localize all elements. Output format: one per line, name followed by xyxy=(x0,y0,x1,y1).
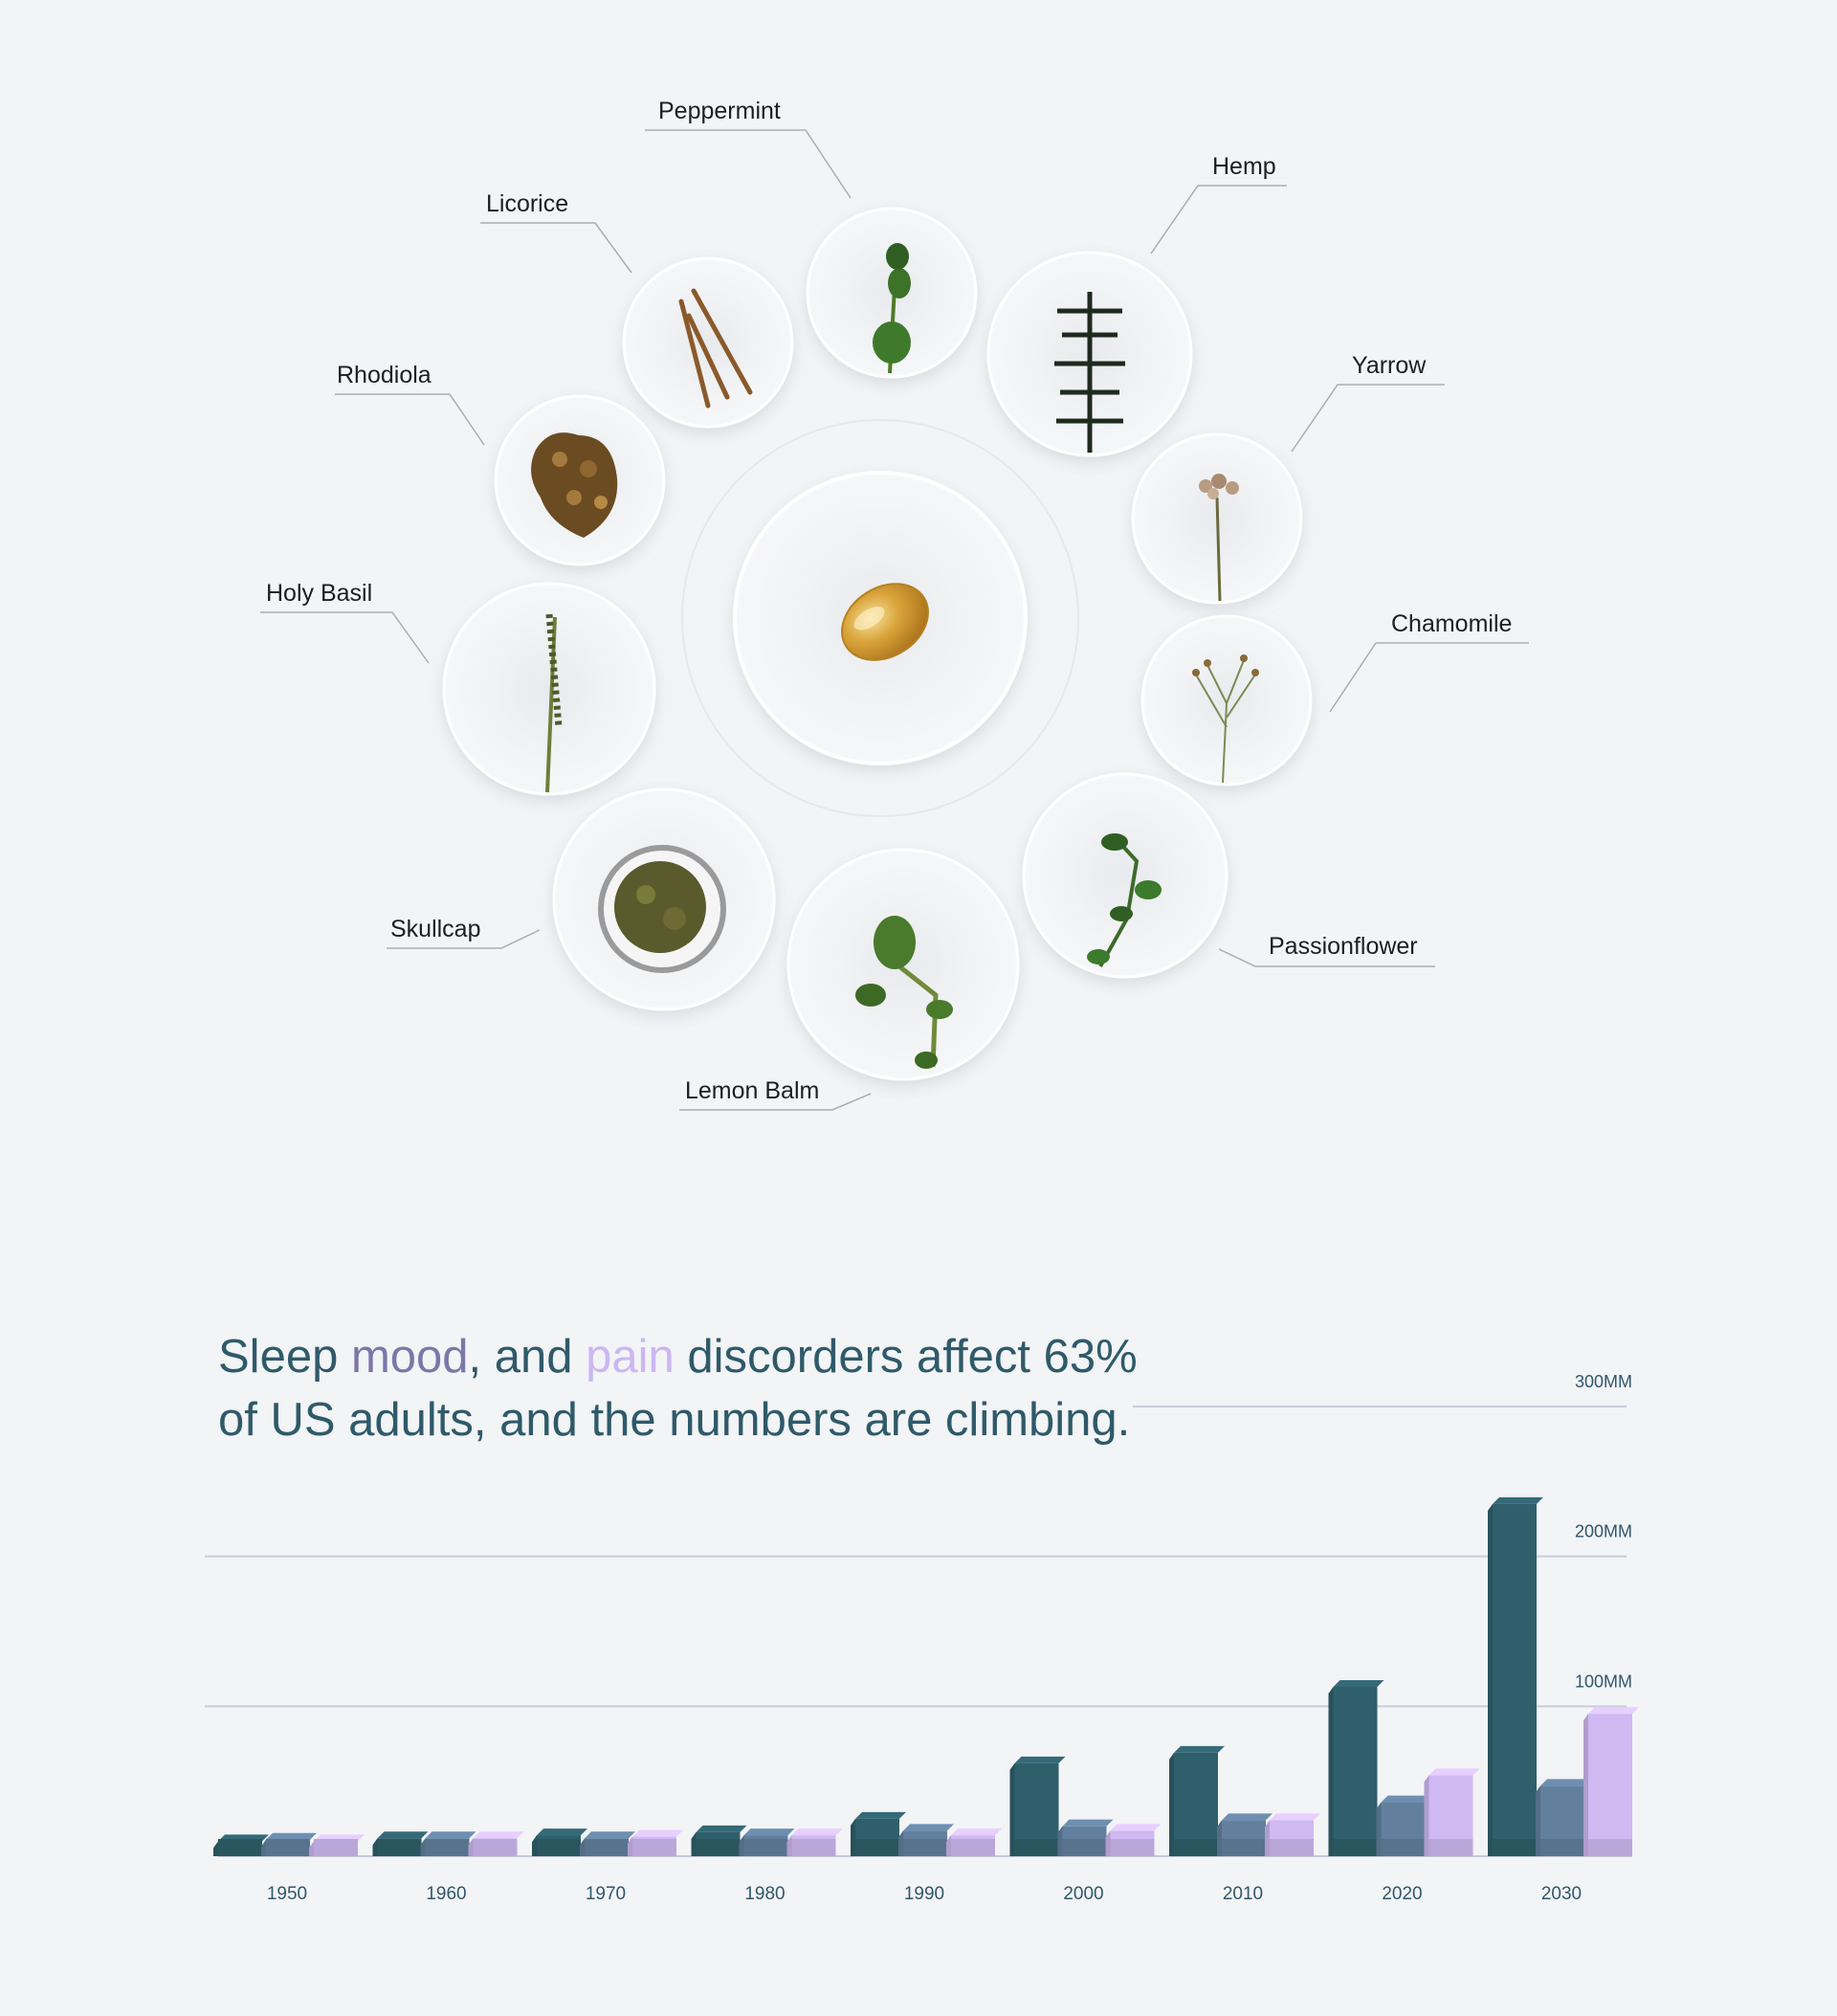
bar-2010-series-1 xyxy=(1169,1745,1225,1856)
herb-skullcap: Skullcap xyxy=(387,787,776,1011)
herb-label-hemp: Hemp xyxy=(1212,153,1276,180)
bar-1950-series-1 xyxy=(213,1834,269,1856)
bar-2000-series-2 xyxy=(1057,1819,1114,1856)
x-tick-label-1970: 1970 xyxy=(586,1884,626,1904)
x-tick-label-1950: 1950 xyxy=(267,1884,307,1904)
x-tick-label-2010: 2010 xyxy=(1223,1884,1263,1904)
center-outer-ring xyxy=(681,419,1079,817)
bar-1980-series-1 xyxy=(691,1825,747,1856)
herb-ring-diagram: Peppermint Hemp Licorice Yar xyxy=(260,98,1529,1111)
licorice-icon xyxy=(678,288,753,409)
softgel-capsule-icon xyxy=(841,583,929,661)
hemp-icon xyxy=(1054,292,1125,453)
herb-label-licorice: Licorice xyxy=(486,190,568,217)
x-tick-label-2030: 2030 xyxy=(1541,1884,1582,1904)
herb-passionflower: Passionflower xyxy=(1022,772,1435,979)
passionflower-icon xyxy=(1087,833,1162,967)
chamomile-icon xyxy=(1192,654,1259,784)
herb-licorice: Licorice xyxy=(480,190,794,429)
gridline-label-300MM: 300MM xyxy=(1575,1372,1632,1391)
x-tick-label-1980: 1980 xyxy=(744,1884,785,1904)
herb-label-rhodiola: Rhodiola xyxy=(337,362,432,388)
bar-1950-series-3 xyxy=(309,1834,365,1856)
bar-1960-series-1 xyxy=(372,1831,429,1856)
holy-basil-icon xyxy=(545,613,563,793)
herb-hemp: Hemp xyxy=(986,153,1287,457)
bar-1960-series-3 xyxy=(468,1831,524,1856)
bar-1980-series-2 xyxy=(739,1828,795,1856)
herb-label-lemon-balm: Lemon Balm xyxy=(685,1077,819,1104)
herb-label-skullcap: Skullcap xyxy=(390,916,481,942)
bar-2030-series-2 xyxy=(1536,1779,1591,1856)
x-tick-label-2020: 2020 xyxy=(1382,1884,1422,1904)
gridline-label-200MM: 200MM xyxy=(1575,1522,1632,1541)
x-tick-label-1990: 1990 xyxy=(904,1884,944,1904)
headline-mood-word: mood xyxy=(350,1331,469,1383)
bar-1970-series-2 xyxy=(580,1831,635,1856)
gridline-label-100MM: 100MM xyxy=(1575,1672,1632,1691)
bar-2000-series-3 xyxy=(1105,1824,1162,1856)
bar-1990-series-1 xyxy=(851,1811,906,1856)
bar-2020-series-3 xyxy=(1424,1768,1480,1856)
bar-1950-series-2 xyxy=(261,1832,317,1856)
bar-1990-series-3 xyxy=(946,1828,1002,1856)
headline-pain-word: pain xyxy=(586,1331,675,1383)
bar-2020-series-1 xyxy=(1328,1679,1384,1856)
bar-2030-series-1 xyxy=(1488,1496,1543,1856)
bar-1980-series-3 xyxy=(786,1828,843,1856)
rhodiola-icon xyxy=(531,432,618,538)
bar-2010-series-3 xyxy=(1265,1813,1320,1856)
herb-rhodiola: Rhodiola xyxy=(335,362,666,566)
bar-2030-series-3 xyxy=(1583,1707,1639,1856)
x-tick-label-1960: 1960 xyxy=(426,1884,466,1904)
herb-label-passionflower: Passionflower xyxy=(1269,933,1418,960)
skullcap-bowl-icon xyxy=(598,845,726,973)
herb-label-holy-basil: Holy Basil xyxy=(266,580,372,607)
bar-1990-series-2 xyxy=(898,1824,954,1856)
bar-1970-series-3 xyxy=(628,1829,683,1856)
peppermint-icon xyxy=(873,243,911,374)
bar-1960-series-2 xyxy=(420,1831,476,1856)
herb-holy-basil: Holy Basil xyxy=(260,580,656,796)
herb-label-yarrow: Yarrow xyxy=(1352,352,1427,379)
herb-label-peppermint: Peppermint xyxy=(658,98,781,124)
herb-label-chamomile: Chamomile xyxy=(1391,610,1512,637)
yarrow-icon xyxy=(1199,474,1239,602)
herb-lemon-balm: Lemon Balm xyxy=(679,848,1020,1111)
x-tick-label-2000: 2000 xyxy=(1063,1884,1103,1904)
bar-1970-series-1 xyxy=(532,1828,587,1856)
lemon-balm-icon xyxy=(855,916,953,1069)
bar-2000-series-1 xyxy=(1009,1756,1066,1856)
herb-peppermint: Peppermint xyxy=(645,98,978,379)
bar-2020-series-2 xyxy=(1376,1795,1432,1856)
herb-chamomile: Chamomile xyxy=(1140,610,1529,786)
chart-headline: Sleep mood, and pain discorders affect 6… xyxy=(218,1331,1138,1446)
bar-2010-series-2 xyxy=(1217,1813,1273,1856)
herb-yarrow: Yarrow xyxy=(1131,352,1445,605)
